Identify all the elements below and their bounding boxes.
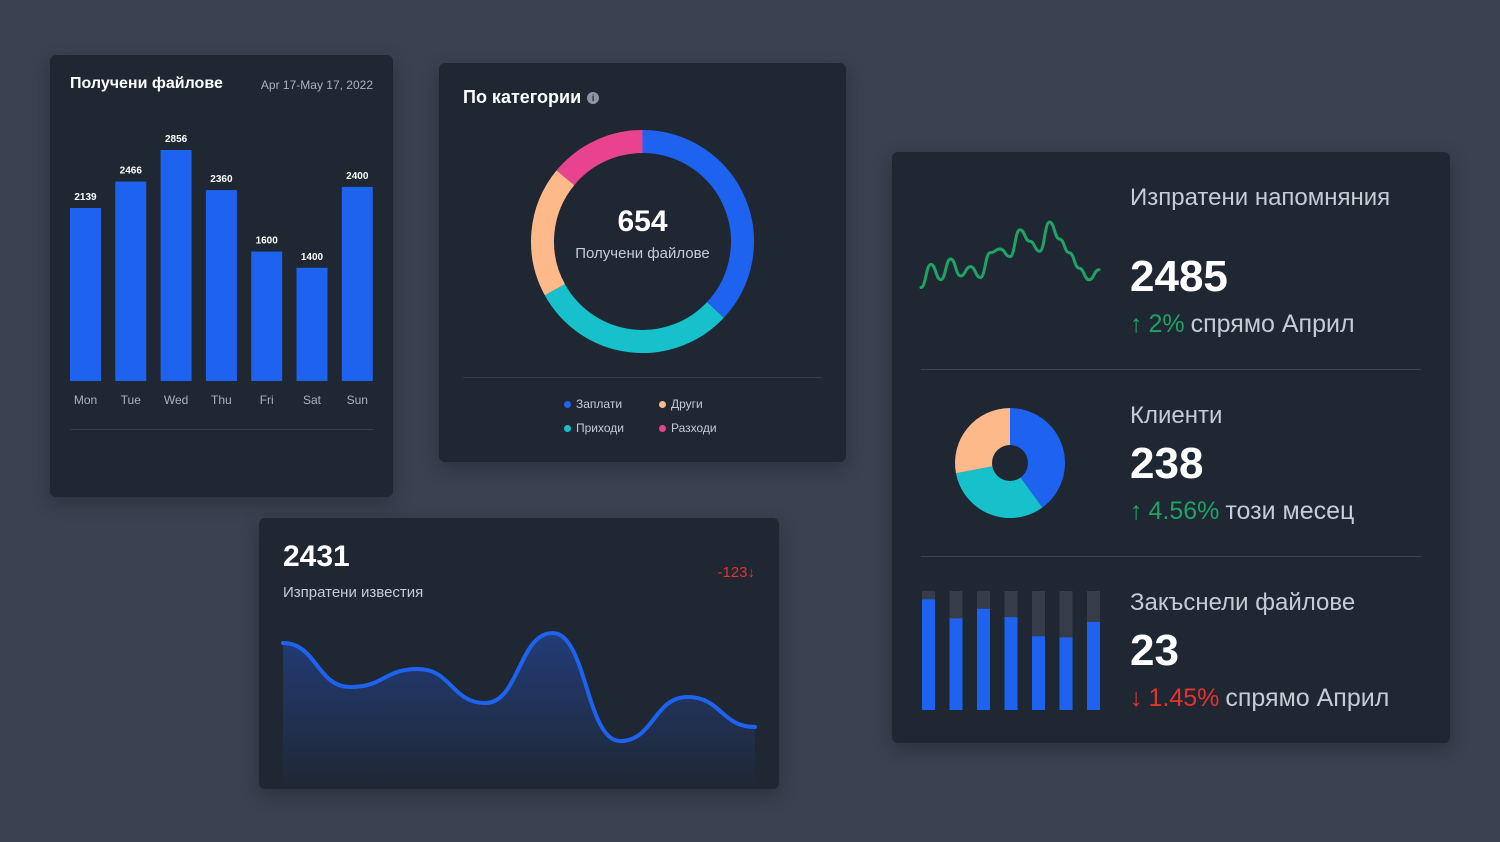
- files-bar-chart: 2139 Mon 2466 Tue 2856 Wed 2360 Thu 1600 Fri 1400 S…: [70, 134, 373, 407]
- reminders-change-percent: 2%: [1148, 310, 1185, 338]
- arrow-up-icon: ↑: [1130, 310, 1143, 338]
- legend-label: Приходи: [576, 421, 624, 435]
- donut-card-divider: [463, 377, 822, 378]
- bar-card-title: Получени файлове: [70, 75, 223, 92]
- notifications-area-chart: [281, 630, 757, 789]
- x-tick-label: Fri: [260, 393, 274, 407]
- donut-segment: [531, 170, 575, 296]
- donut-segment: [544, 283, 724, 353]
- bar: [341, 186, 373, 381]
- legend-dot: [659, 424, 666, 432]
- categories-donut-chart: [531, 130, 754, 353]
- stats-card: Изпратени напомняния 2485 ↑ 2% спрямо Ап…: [892, 152, 1450, 743]
- area-line: [281, 630, 757, 744]
- donut-segment: [642, 130, 754, 318]
- legend-label: Други: [671, 397, 703, 411]
- x-tick-label: Sun: [347, 393, 368, 407]
- progress-fill: [1059, 637, 1073, 710]
- legend-item[interactable]: Заплати: [564, 397, 659, 411]
- pie-slice: [1010, 408, 1065, 508]
- files-received-card: Получени файлове Apr 17-May 17, 2022 213…: [50, 55, 393, 497]
- notifications-delta: -123↓: [717, 564, 755, 581]
- x-tick-label: Wed: [164, 393, 188, 407]
- x-tick-label: Thu: [211, 393, 232, 407]
- progress-fill: [1032, 636, 1045, 710]
- notifications-label: Изпратени известия: [283, 584, 424, 601]
- bar-value-label: 2400: [346, 171, 369, 182]
- bar: [70, 207, 101, 381]
- x-tick-label: Sat: [303, 393, 322, 407]
- pie-hole: [992, 445, 1028, 481]
- date-range[interactable]: Apr 17-May 17, 2022: [260, 78, 373, 92]
- legend-label: Разходи: [671, 421, 717, 435]
- clients-change-suffix: този месец: [1225, 497, 1355, 525]
- bar-value-label: 1600: [256, 236, 279, 247]
- stats-divider: [921, 369, 1421, 370]
- late-files-change-percent: 1.45%: [1148, 684, 1220, 712]
- x-tick-label: Tue: [121, 393, 142, 407]
- progress-fill: [949, 618, 963, 710]
- notifications-value: 2431: [283, 540, 350, 573]
- area-fill: [283, 633, 755, 789]
- bar-value-label: 2856: [165, 134, 188, 145]
- legend-dot: [564, 400, 571, 408]
- x-tick-label: Mon: [74, 393, 97, 407]
- legend-item[interactable]: Приходи: [564, 421, 659, 435]
- clients-title: Клиенти: [1130, 402, 1223, 429]
- stats-divider: [921, 556, 1421, 557]
- donut-legend: Заплати Други Приходи Разходи: [564, 397, 764, 435]
- clients-change-percent: 4.56%: [1148, 497, 1220, 525]
- donut-card-title: По категории: [463, 87, 582, 107]
- late-files-change: ↓ 1.45% спрямо Април: [1130, 684, 1389, 713]
- legend-dot: [564, 424, 571, 432]
- clients-change: ↑ 4.56% този месец: [1130, 497, 1354, 526]
- legend-label: Заплати: [576, 397, 623, 411]
- stats-mini-charts: [919, 220, 1101, 710]
- bar: [115, 181, 147, 381]
- sparkline: [919, 220, 1101, 289]
- bar: [160, 150, 192, 381]
- progress-fill: [1087, 621, 1100, 710]
- bar-value-label: 1400: [301, 252, 324, 263]
- pie-slice: [955, 463, 1043, 518]
- legend-item[interactable]: Други: [659, 397, 754, 411]
- reminders-title: Изпратени напомняния: [1130, 184, 1391, 211]
- categories-card: По категории i 654 Получени файлове Запл…: [439, 63, 846, 462]
- bar: [205, 190, 237, 381]
- bar-card-divider: [70, 429, 373, 430]
- late-files-title: Закъснели файлове: [1130, 589, 1356, 616]
- info-icon[interactable]: i: [587, 91, 600, 104]
- late-files-change-suffix: спрямо Април: [1225, 684, 1390, 712]
- bar: [251, 251, 283, 381]
- progress-fill: [1004, 617, 1018, 710]
- notifications-card: 2431 Изпратени известия -123↓: [259, 518, 779, 789]
- donut-center-value: 654: [617, 205, 668, 238]
- donut-segment: [556, 130, 643, 186]
- arrow-down-icon: ↓: [1130, 684, 1143, 712]
- legend-item[interactable]: Разходи: [659, 421, 754, 435]
- reminders-change: ↑ 2% спрямо Април: [1130, 310, 1355, 339]
- donut-center-label: Получени файлове: [575, 245, 710, 262]
- arrow-up-icon: ↑: [1130, 497, 1143, 525]
- clients-value: 238: [1130, 439, 1204, 488]
- progress-fill: [922, 599, 935, 710]
- progress-fill: [977, 608, 990, 710]
- legend-dot: [659, 400, 666, 408]
- bar-value-label: 2360: [210, 174, 233, 185]
- bar-value-label: 2466: [120, 166, 143, 177]
- bar-value-label: 2139: [74, 192, 97, 203]
- reminders-value: 2485: [1130, 252, 1228, 301]
- late-files-value: 23: [1130, 626, 1179, 675]
- donut-card-title-row: По категории i: [463, 87, 600, 108]
- reminders-change-suffix: спрямо Април: [1190, 310, 1355, 338]
- bar: [296, 267, 328, 381]
